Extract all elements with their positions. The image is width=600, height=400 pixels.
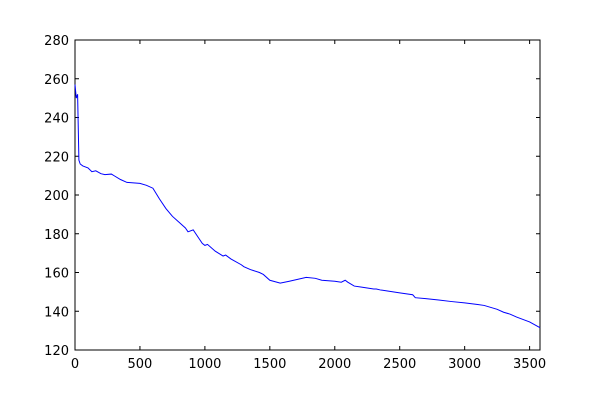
x-tick-label: 1500 [253, 357, 286, 372]
x-tick-label: 500 [128, 357, 153, 372]
data-line [74, 84, 541, 329]
y-tick-label: 280 [44, 34, 69, 49]
plot-frame [74, 39, 541, 351]
x-tick-label: 3000 [448, 357, 481, 372]
y-tick-label: 200 [44, 189, 69, 204]
y-tick-label: 240 [44, 112, 69, 127]
x-tick-label: 1000 [188, 357, 221, 372]
y-tick-label: 120 [44, 344, 69, 359]
x-tick-label: 2500 [383, 357, 416, 372]
y-tick-label: 220 [44, 150, 69, 165]
y-tick-label: 160 [44, 267, 69, 282]
x-tick-label: 2000 [318, 357, 351, 372]
y-tick-label: 140 [44, 305, 69, 320]
x-tick-label: 3500 [513, 357, 546, 372]
y-tick-label: 180 [44, 228, 69, 243]
y-tick-label: 260 [44, 73, 69, 88]
x-tick-label: 0 [71, 357, 79, 372]
